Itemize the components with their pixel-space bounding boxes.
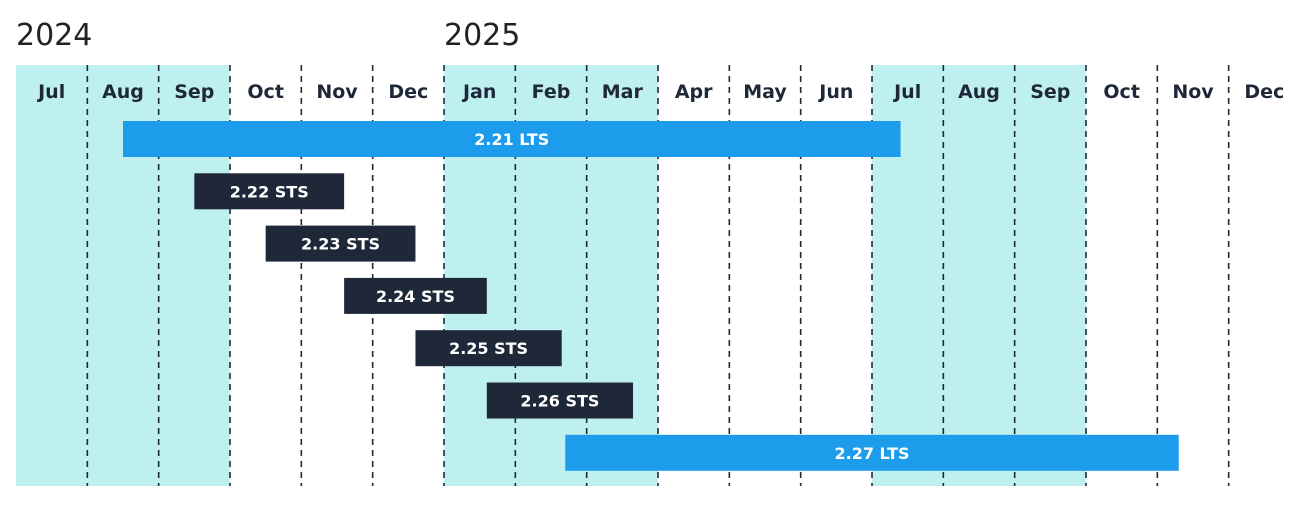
month-label: Jun — [817, 81, 853, 103]
month-label: Nov — [316, 81, 358, 103]
month-label: Dec — [388, 81, 428, 103]
month-labels: Jul Aug Sep Oct Nov Dec Jan Feb Mar Apr May Jun Jul A… — [36, 81, 1284, 103]
release-bar-label: 2.22 STS — [230, 182, 309, 201]
release-bar-label: 2.26 STS — [520, 392, 599, 411]
release-bars: 2.21 LTS 2.22 STS 2.23 STS 2.24 STS 2.25 STS… — [123, 121, 1179, 471]
month-label: Oct — [1103, 81, 1140, 103]
month-label: Oct — [247, 81, 284, 103]
month-label: Jul — [892, 81, 921, 103]
month-label: Mar — [602, 81, 644, 103]
release-bar — [194, 173, 345, 210]
month-label: May — [743, 81, 787, 103]
year-labels: 2024 2025 — [16, 18, 520, 53]
release-bar — [415, 330, 562, 367]
month-label: Sep — [174, 81, 214, 103]
release-bar-label: 2.23 STS — [301, 235, 380, 254]
month-label: Sep — [1030, 81, 1070, 103]
release-bar-label: 2.24 STS — [376, 287, 455, 306]
release-bar-label: 2.21 LTS — [474, 130, 549, 149]
release-bar — [123, 121, 901, 157]
year-label: 2025 — [444, 18, 520, 53]
release-bar — [344, 277, 487, 314]
month-label: Aug — [102, 81, 144, 103]
month-label: Jan — [461, 81, 496, 103]
release-bar — [486, 382, 634, 419]
month-label: Apr — [675, 81, 713, 103]
year-label: 2024 — [16, 18, 92, 53]
highlight-band — [872, 65, 1086, 486]
release-bar-label: 2.25 STS — [449, 339, 528, 358]
month-label: Jul — [36, 81, 65, 103]
month-label: Dec — [1244, 81, 1284, 103]
release-bar — [565, 434, 1179, 471]
month-label: Feb — [532, 81, 571, 103]
release-bar-label: 2.27 LTS — [834, 444, 909, 463]
month-label: Aug — [958, 81, 1000, 103]
month-label: Nov — [1172, 81, 1214, 103]
release-bar — [265, 225, 416, 262]
